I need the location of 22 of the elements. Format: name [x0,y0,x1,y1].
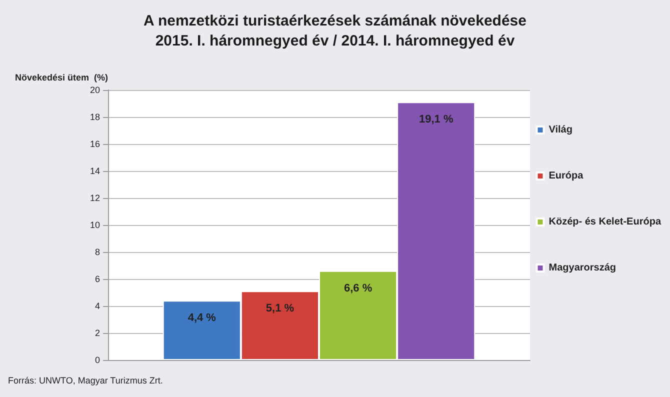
y-tick-label: 14 [90,166,100,176]
data-label: 5,1 % [266,302,294,315]
y-axis-title: Növekedési ütem (%) [14,72,108,82]
y-tick-label: 16 [90,139,100,149]
text: Forrás: UNWTO, Magyar Turizmus Zrt. [8,376,163,386]
y-tick-label: 8 [94,247,100,257]
chart-title: A nemzetközi turistaérkezések számának növekedése 2015. I. háromnegyed év / 2014. I. háromnegyed év [144,12,526,50]
y-tick-label: 4 [94,301,100,311]
y-tick-label: 2 [94,328,100,338]
legend-label: Közép- és Kelet-Európa [548,216,662,228]
y-tick-label: 0 [94,355,100,365]
y-tick-label: 10 [90,220,100,230]
y-tick-label: 6 [94,274,100,284]
legend-label: Európa [548,170,584,182]
legend-label: Világ [548,124,572,136]
legend-label: Magyarország [548,262,616,274]
data-label: 19,1 % [418,114,454,126]
y-tick-label: 18 [90,112,100,122]
y-tick-label: 12 [90,193,100,203]
data-label: 4,4 % [188,312,216,324]
y-tick-label: 20 [90,85,100,95]
data-label: 6,6 % [344,282,372,294]
